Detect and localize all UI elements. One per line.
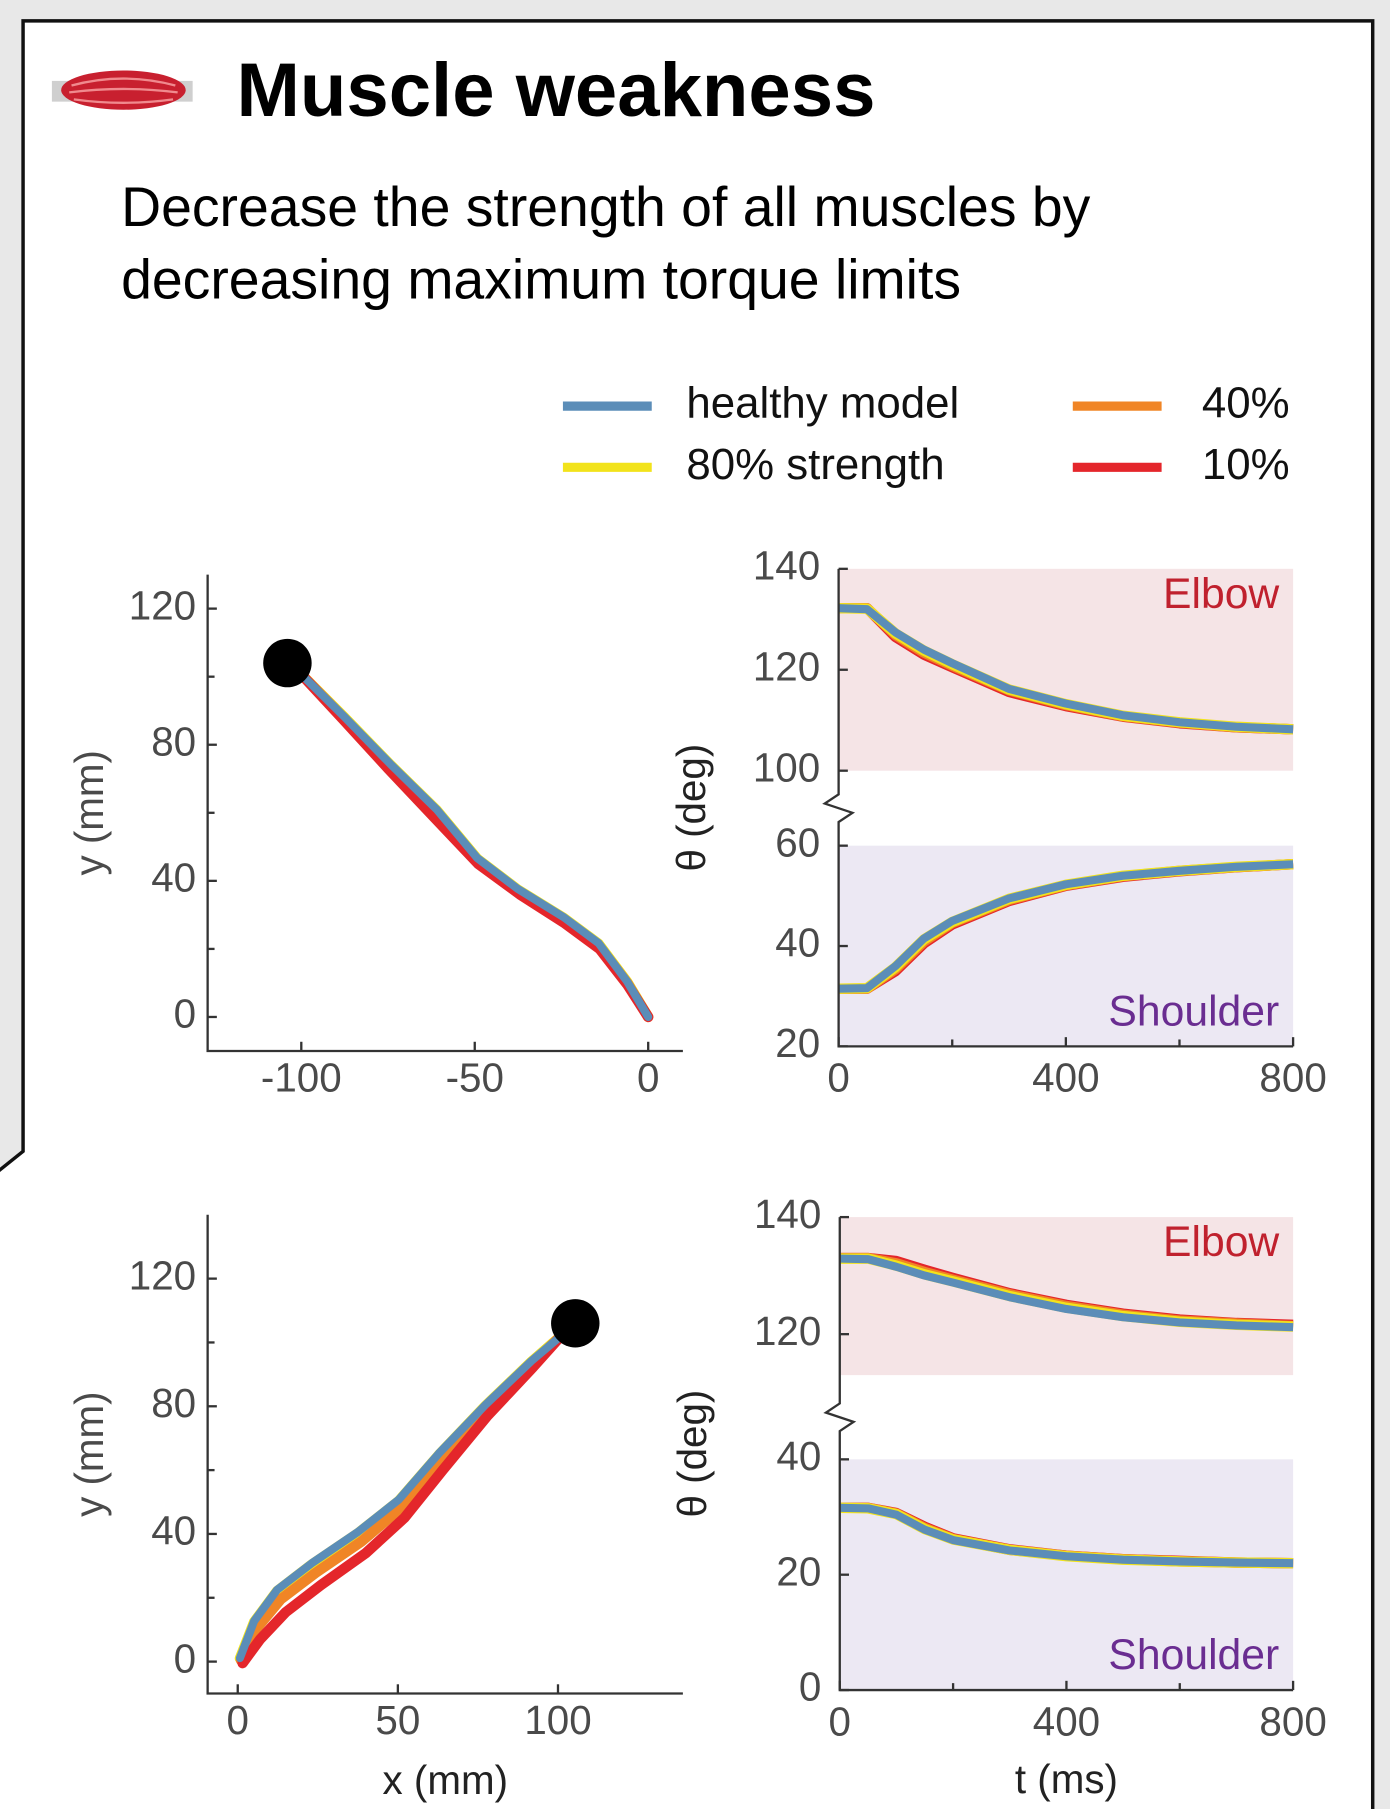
y-tick-label: 120 [129, 1252, 196, 1298]
x-tick-label: 0 [227, 1697, 249, 1743]
x-tick-label: 800 [1259, 1698, 1326, 1744]
legend-label: 10% [1202, 440, 1290, 489]
x-tick-label: 800 [1259, 1055, 1326, 1101]
y-tick-label: 140 [753, 542, 820, 588]
x-tick-label: 0 [827, 1055, 849, 1101]
angle-line [839, 1254, 1294, 1332]
axis [206, 1214, 683, 1695]
y-axis-label: y (mm) [66, 1391, 112, 1517]
panel-shade [839, 1217, 1294, 1376]
axis [206, 574, 683, 1053]
target [551, 1299, 600, 1348]
y-tick-label: 140 [754, 1191, 821, 1237]
y-tick-label: 80 [151, 1380, 196, 1426]
y-axis-label: θ (deg) [669, 1390, 715, 1518]
y-tick-label: 120 [753, 643, 820, 689]
y-axis-label: θ (deg) [668, 744, 714, 872]
y-tick-label: 40 [776, 1433, 821, 1479]
y-tick-label: 120 [754, 1308, 821, 1354]
y-tick-label: 0 [174, 991, 196, 1037]
y-tick-label: 100 [753, 744, 820, 790]
legend-label: 80% strength [686, 440, 944, 489]
panel-label: Elbow [1163, 570, 1279, 618]
panel-label: Shoulder [1108, 1631, 1279, 1679]
x-tick-label: 50 [375, 1697, 420, 1743]
y-tick-label: 40 [151, 1508, 196, 1554]
y-tick-label: 60 [775, 819, 820, 865]
y-tick-label: 0 [799, 1664, 821, 1710]
y-tick-label: 20 [776, 1548, 821, 1594]
angle-line [838, 604, 1294, 734]
trajectory [237, 1330, 567, 1669]
x-axis-label: t (ms) [1015, 1756, 1118, 1802]
panel-shade [839, 1459, 1294, 1691]
subtitle: Decrease the strength of all muscles by [121, 176, 1091, 238]
y-tick-label: 0 [174, 1635, 196, 1681]
trajectory [296, 669, 653, 1022]
target [263, 638, 312, 688]
legend-label: healthy model [686, 379, 959, 428]
panel-shade [838, 568, 1294, 771]
title: Muscle weakness [236, 48, 875, 133]
y-tick-label: 120 [129, 582, 196, 628]
angle-line [839, 1503, 1294, 1568]
panel-label: Shoulder [1108, 987, 1279, 1035]
x-tick-label: 400 [1033, 1698, 1100, 1744]
x-tick-label: 0 [637, 1055, 659, 1101]
x-axis-label: x (mm) [383, 1757, 509, 1803]
x-tick-label: -50 [446, 1055, 504, 1101]
muscle-icon [51, 70, 193, 110]
y-tick-label: 80 [151, 718, 196, 764]
x-tick-label: 100 [524, 1697, 591, 1743]
x-tick-label: 0 [829, 1698, 851, 1744]
y-axis-label: y (mm) [66, 750, 112, 876]
trajectory [235, 1331, 566, 1663]
y-tick-label: 40 [151, 855, 196, 901]
y-tick-label: 20 [775, 1020, 820, 1066]
panel-label: Elbow [1163, 1218, 1279, 1266]
x-tick-label: -100 [261, 1055, 342, 1101]
y-tick-label: 40 [775, 920, 820, 966]
subtitle: decreasing maximum torque limits [121, 249, 961, 311]
legend-label: 40% [1202, 379, 1290, 428]
x-tick-label: 400 [1032, 1055, 1099, 1101]
angle-line [838, 860, 1294, 993]
